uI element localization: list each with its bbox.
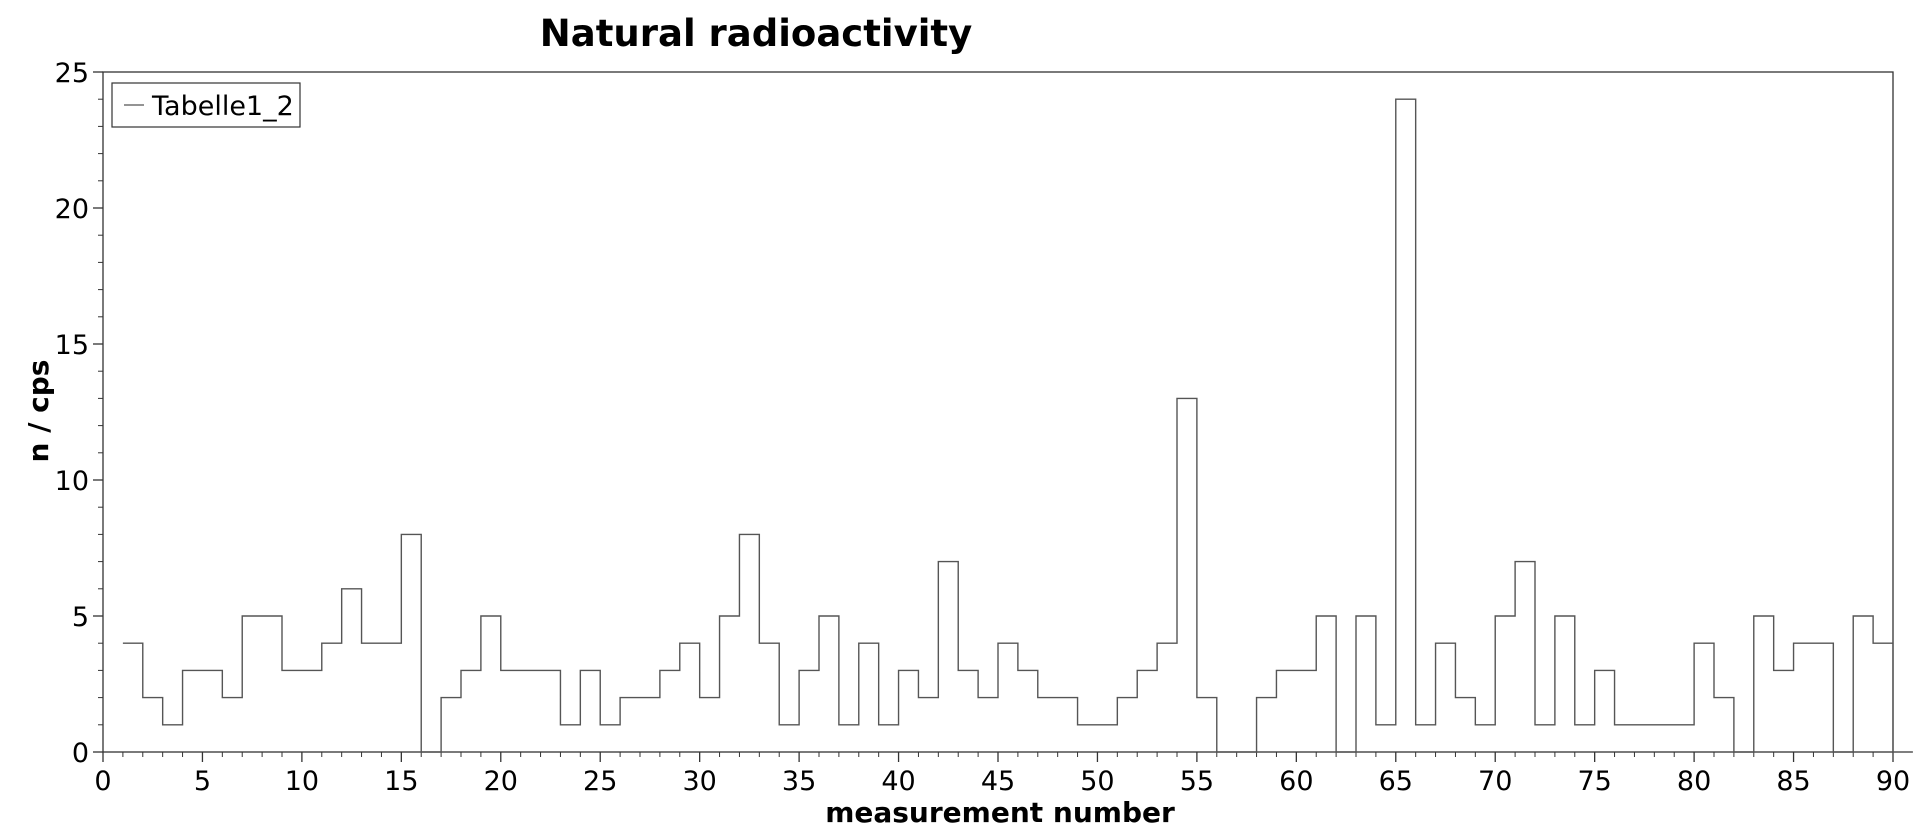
x-tick-label: 80	[1677, 766, 1711, 797]
x-tick-label: 45	[981, 766, 1015, 797]
y-tick-label: 10	[55, 466, 89, 497]
x-tick-label: 25	[583, 766, 617, 797]
y-tick-label: 25	[55, 58, 89, 89]
x-tick-label: 85	[1776, 766, 1810, 797]
x-tick-label: 40	[881, 766, 915, 797]
x-tick-label: 50	[1080, 766, 1114, 797]
x-tick-label: 15	[384, 766, 418, 797]
x-tick-label: 5	[194, 766, 211, 797]
x-tick-label: 60	[1279, 766, 1313, 797]
axes-layer: 0 5 10 15 20 25 30 35 40 45 50 55 60 65 70 75 80 85 90 0 5 10…	[55, 58, 1911, 797]
y-tick-label: 0	[72, 738, 89, 769]
x-tick-label: 75	[1577, 766, 1611, 797]
chart-title: Natural radioactivity	[540, 12, 972, 55]
y-axis-title: n / cps	[22, 360, 55, 463]
y-tick-label: 20	[55, 194, 89, 225]
x-tick-label: 20	[484, 766, 518, 797]
x-tick-label: 30	[682, 766, 716, 797]
legend-label: Tabelle1_2	[151, 91, 294, 122]
x-tick-label: 55	[1180, 766, 1214, 797]
x-tick-label: 70	[1478, 766, 1512, 797]
x-tick-label: 10	[285, 766, 319, 797]
series-line	[122, 98, 1913, 753]
x-tick-label: 35	[782, 766, 816, 797]
x-axis-title: measurement number	[825, 796, 1175, 829]
y-tick-label: 15	[55, 330, 89, 361]
y-tick-label: 5	[72, 602, 89, 633]
x-tick-label: 65	[1379, 766, 1413, 797]
series-layer	[122, 98, 1913, 753]
x-tick-label: 0	[94, 766, 111, 797]
legend: Tabelle1_2	[111, 82, 301, 128]
x-tick-label: 90	[1876, 766, 1910, 797]
